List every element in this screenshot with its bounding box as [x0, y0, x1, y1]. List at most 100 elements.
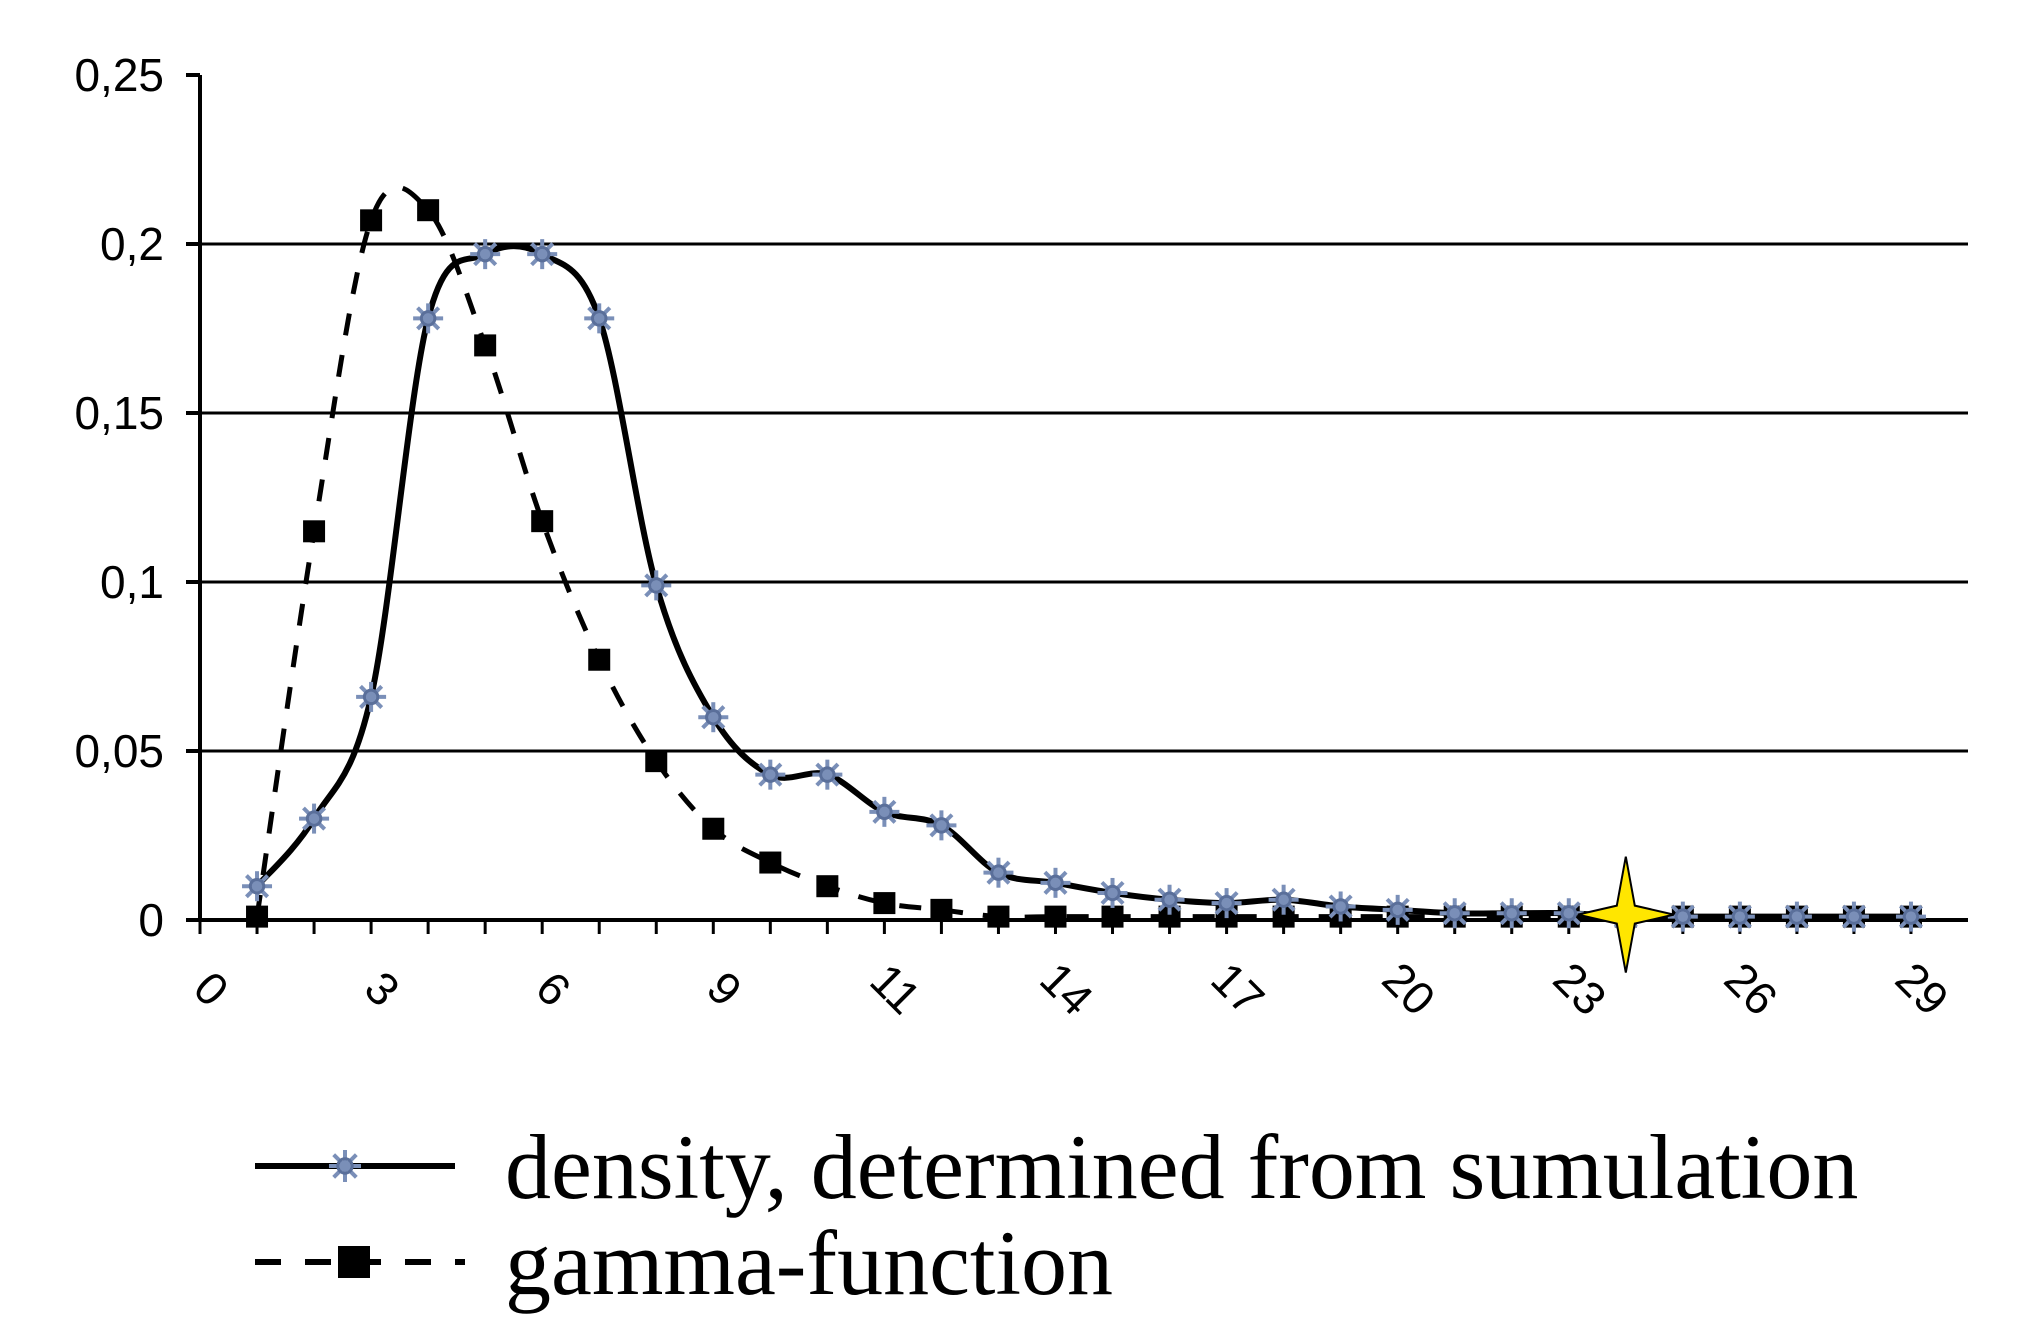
asterisk-ring — [590, 310, 608, 327]
asterisk-stroke — [1898, 904, 1923, 929]
asterisk-stroke — [929, 813, 954, 838]
simulation-point — [926, 810, 957, 841]
asterisk-stroke — [332, 1153, 358, 1179]
asterisk-stroke — [587, 306, 612, 331]
asterisk-ring — [1389, 901, 1406, 919]
simulation-point — [1211, 888, 1242, 919]
simulation-point — [1553, 898, 1584, 929]
gamma-point — [930, 898, 953, 921]
gamma-point — [417, 199, 440, 222]
legend-label-gamma: gamma-function — [505, 1212, 1113, 1314]
asterisk-ring — [1788, 908, 1806, 925]
gamma-point — [1158, 905, 1181, 928]
simulation-point — [1496, 898, 1527, 929]
asterisk-stroke — [1442, 901, 1467, 926]
asterisk-ring — [876, 803, 893, 821]
simulation-point — [641, 570, 672, 601]
y-tick-label: 0,05 — [74, 725, 164, 777]
gamma-point — [1101, 905, 1124, 928]
asterisk-stroke — [1670, 904, 1695, 929]
simulation-point — [869, 796, 900, 827]
simulation-point — [1154, 884, 1185, 915]
asterisk-stroke — [1100, 880, 1125, 905]
simulation-point — [1781, 901, 1812, 932]
legend-label-simulation: density, determined from sumulation — [505, 1116, 1858, 1218]
asterisk-stroke — [1841, 904, 1866, 929]
simulation-point — [1838, 901, 1869, 932]
simulation-point — [1382, 894, 1413, 925]
legend: density, determined from sumulation gamm… — [255, 1116, 1858, 1314]
gamma-point — [588, 648, 611, 671]
x-tick-label: 23 — [1544, 952, 1617, 1025]
gamma-point — [702, 817, 725, 840]
simulation-point — [1268, 884, 1299, 915]
y-tick-label: 0,15 — [74, 387, 164, 439]
asterisk-ring — [1047, 874, 1064, 892]
gamma-point — [1044, 905, 1067, 928]
asterisk-stroke — [302, 806, 327, 831]
simulation-point — [1667, 901, 1698, 932]
simulation-point — [812, 759, 843, 790]
simulation-point — [983, 857, 1014, 888]
simulation-point — [1439, 898, 1470, 929]
simulation-point — [1325, 891, 1356, 922]
simulation-point — [1040, 867, 1071, 898]
asterisk-ring — [1446, 904, 1463, 922]
asterisk-stroke — [1157, 887, 1182, 912]
gamma-function-line — [254, 184, 1911, 920]
x-tick-label: 14 — [1030, 952, 1103, 1025]
legend-square-marker — [338, 1246, 370, 1278]
asterisk-ring — [305, 810, 323, 827]
x-tick-label: 29 — [1886, 952, 1959, 1025]
simulation-point — [356, 681, 387, 712]
asterisk-ring — [1902, 908, 1920, 925]
asterisk-ring — [533, 245, 551, 263]
axes — [186, 73, 1968, 934]
simulation-point — [1724, 901, 1755, 932]
x-tick-label: 3 — [355, 961, 410, 1016]
y-tick-labels: 0 0,05 0,1 0,15 0,2 0,25 — [74, 49, 164, 946]
asterisk-stroke — [1214, 891, 1239, 916]
asterisk-ring — [1731, 908, 1749, 925]
asterisk-ring — [1503, 904, 1520, 922]
asterisk-ring — [1332, 898, 1349, 915]
simulation-point — [584, 303, 615, 334]
x-tick-label: 26 — [1715, 952, 1788, 1025]
asterisk-stroke — [758, 762, 783, 787]
gamma-point — [1272, 905, 1295, 928]
x-tick-labels: 0 3 6 9 11 14 17 20 23 26 29 — [184, 952, 1959, 1025]
asterisk-stroke — [1328, 894, 1353, 919]
gamma-point — [474, 334, 497, 357]
asterisk-stroke — [1784, 904, 1809, 929]
asterisk-ring — [336, 1157, 354, 1175]
asterisk-stroke — [1271, 887, 1296, 912]
asterisk-stroke — [986, 860, 1011, 885]
simulation-point — [698, 702, 729, 733]
asterisk-ring — [933, 817, 950, 834]
asterisk-ring — [1104, 884, 1121, 902]
asterisk-stroke — [1556, 901, 1581, 926]
asterisk-stroke — [1043, 870, 1068, 895]
simulation-point — [755, 759, 786, 790]
asterisk-ring — [648, 577, 665, 594]
gamma-point — [246, 905, 269, 928]
asterisk-ring — [705, 708, 722, 726]
legend-asterisk-marker — [329, 1150, 361, 1182]
asterisk-stroke — [1499, 901, 1524, 926]
asterisk-ring — [248, 877, 266, 895]
asterisk-ring — [1275, 891, 1292, 908]
y-tick-label: 0,1 — [100, 556, 164, 608]
y-tick-label: 0 — [138, 894, 164, 946]
simulation-point — [413, 303, 444, 334]
asterisk-ring — [1161, 891, 1178, 908]
asterisk-ring — [362, 688, 380, 706]
asterisk-stroke — [815, 762, 840, 787]
simulation-point — [1895, 901, 1926, 932]
asterisk-ring — [419, 310, 437, 327]
asterisk-ring — [476, 245, 494, 263]
gamma-point — [987, 905, 1010, 928]
legend-entry-simulation: density, determined from sumulation — [255, 1116, 1858, 1218]
y-tick-label: 0,25 — [74, 49, 164, 101]
